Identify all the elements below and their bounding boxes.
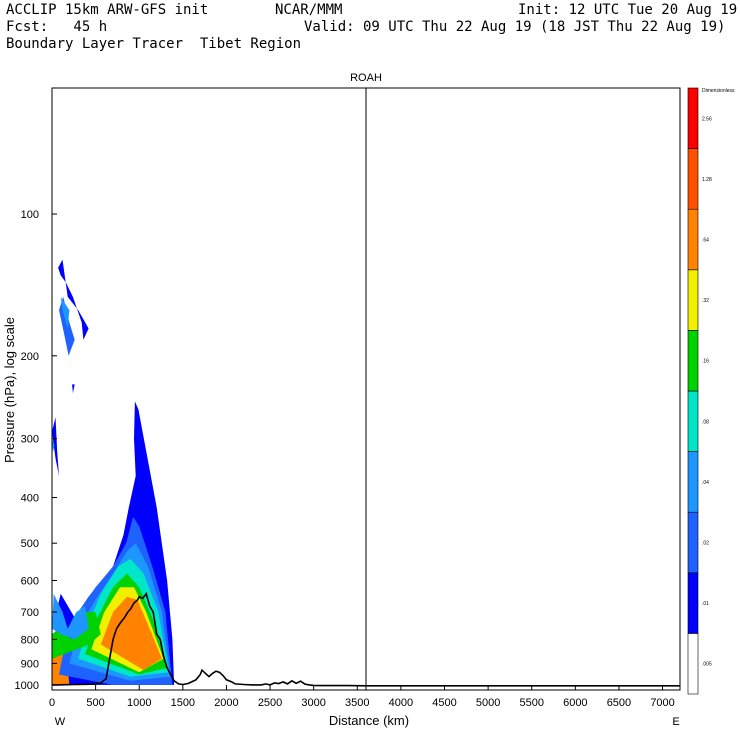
colorbar-swatch: [687, 451, 699, 513]
colorbar-level-label: .64: [702, 238, 709, 244]
y-axis-label: Pressure (hPa), log scale: [2, 317, 17, 463]
header-institution: NCAR/MMM: [275, 2, 343, 18]
x-tick-label: 4000: [389, 697, 413, 709]
x-tick-label: 7000: [650, 697, 674, 709]
y-tick-label: 300: [21, 434, 39, 446]
colorbar-swatch: [687, 87, 699, 149]
header-init-time: Init: 12 UTC Tue 20 Aug 19: [518, 2, 738, 18]
colorbar-swatch: [687, 511, 699, 574]
x-tick-label: 1000: [127, 697, 151, 709]
colorbar: .005 .01 .02 .04 .08 .16 .32 .64 1.28 2.56 Dimensi…: [687, 87, 735, 695]
header-field-name: Boundary Layer Tracer Tibet Region: [6, 36, 302, 52]
y-tick-label: 700: [21, 607, 39, 619]
axis-ticks: 0 500 1000 1500 2000 2500 3000 3500 4000 4500 5000…: [15, 209, 675, 709]
colorbar-level-label: 2.56: [702, 116, 712, 122]
y-tick-label: 200: [21, 351, 39, 363]
colorbar-level-label: .16: [702, 359, 709, 365]
colorbar-swatch: [687, 269, 699, 331]
x-tick-label: 500: [86, 697, 104, 709]
terrain-profile-line: [52, 591, 680, 687]
y-tick-label: 800: [21, 634, 39, 646]
y-tick-label: 100: [21, 209, 39, 221]
x-tick-label: 5000: [476, 697, 500, 709]
tracer-contour-fill: [72, 384, 75, 394]
tracer-contour-fill: [100, 596, 162, 671]
tracer-contour-fill: [52, 438, 55, 452]
y-tick-label: 500: [21, 538, 39, 550]
tracer-contour-fill: [58, 259, 89, 340]
x-tick-label: 1500: [171, 697, 195, 709]
y-tick-label: 900: [21, 658, 39, 670]
y-tick-label: 600: [21, 575, 39, 587]
x-tick-label: 2500: [258, 697, 282, 709]
tracer-contour-fill: [52, 417, 59, 476]
x-tick-label: 3500: [345, 697, 369, 709]
colorbar-level-label: .005: [702, 662, 712, 668]
colorbar-level-label: .02: [702, 541, 709, 547]
tracer-contour-fill: [52, 593, 89, 640]
colorbar-level-label: .32: [702, 298, 709, 304]
x-axis-label: Distance (km): [329, 713, 409, 728]
colorbar-swatch: [687, 390, 699, 452]
x-tick-label: 3000: [301, 697, 325, 709]
header-model-label: ACCLIP 15km ARW-GFS init: [6, 2, 209, 18]
x-tick-label: 6000: [563, 697, 587, 709]
x-end-label-east: E: [672, 716, 679, 728]
tracer-contour-fill: [60, 296, 70, 329]
colorbar-level-label: .01: [702, 601, 709, 607]
x-tick-label: 6500: [607, 697, 631, 709]
header-valid-time: Valid: 09 UTC Thu 22 Aug 19 (18 JST Thu …: [304, 19, 726, 35]
colorbar-title: Dimensionless: [702, 88, 735, 94]
colorbar-swatch: [687, 148, 699, 210]
tracer-fill-layer: [52, 259, 175, 685]
colorbar-level-label: 1.28: [702, 177, 712, 183]
header-forecast-hour: Fcst: 45 h: [6, 19, 108, 35]
colorbar-level-label: .08: [702, 419, 709, 425]
chart-title: ROAH: [350, 72, 382, 84]
colorbar-swatch: [687, 330, 699, 392]
colorbar-swatch: [687, 208, 699, 271]
x-end-label-west: W: [55, 716, 66, 728]
colorbar-level-label: .04: [702, 480, 709, 486]
colorbar-swatch: [687, 633, 699, 695]
y-tick-label: 1000: [15, 680, 39, 692]
x-tick-label: 4500: [432, 697, 456, 709]
x-tick-label: 5500: [519, 697, 543, 709]
y-tick-label: 400: [21, 493, 39, 505]
x-tick-label: 2000: [214, 697, 238, 709]
colorbar-swatch: [687, 572, 699, 634]
tracer-contour-fill: [59, 296, 75, 356]
x-tick-label: 0: [49, 697, 55, 709]
